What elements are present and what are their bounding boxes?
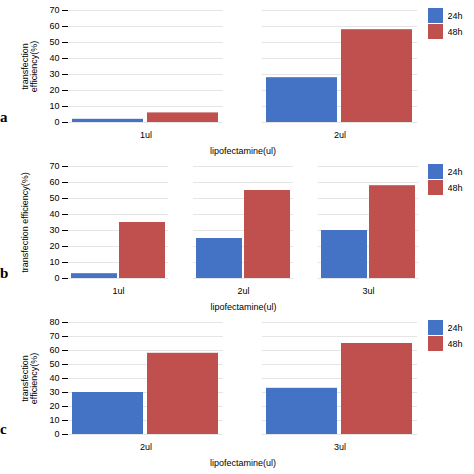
svg-text:transfectionefficiency(%): transfectionefficiency(%) [20,41,39,92]
html-text:48h: 48h [447,26,463,37]
html-text:b: b [0,265,9,281]
svg-text:30: 30 [49,225,59,235]
svg-text:50: 50 [49,37,59,47]
svg-text:30: 30 [49,69,59,79]
svg-text:lipofectamine(ul): lipofectamine(ul) [210,146,276,156]
svg-text:transfection efficiency(%): transfection efficiency(%) [20,172,30,272]
svg-text:80: 80 [49,317,59,327]
svg-text:2ul: 2ul [334,130,346,140]
svg-text:70: 70 [49,5,59,15]
svg-text:2ul: 2ul [237,286,249,296]
svg-text:3ul: 3ul [334,442,346,452]
svg-text:60: 60 [49,177,59,187]
html-text:48h: 48h [447,182,463,193]
html-text:48h: 48h [447,338,463,349]
svg-text:10: 10 [49,101,59,111]
svg-text:50: 50 [49,193,59,203]
svg-text:2ul: 2ul [140,442,152,452]
svg-text:20: 20 [49,241,59,251]
svg-text:20: 20 [49,401,59,411]
html-text:24h: 24h [447,322,463,333]
svg-text:60: 60 [49,21,59,31]
svg-text:transfectionefficiency(%): transfectionefficiency(%) [20,353,39,404]
svg-text:70: 70 [49,161,59,171]
svg-text:1ul: 1ul [112,286,124,296]
svg-text:40: 40 [49,53,59,63]
html-text:a: a [0,109,8,125]
svg-text:lipofectamine(ul): lipofectamine(ul) [210,302,276,312]
html-text:24h: 24h [447,10,463,21]
svg-text:60: 60 [49,345,59,355]
svg-text:10: 10 [49,257,59,267]
svg-text:40: 40 [49,373,59,383]
svg-text:0: 0 [54,117,59,127]
html-text:24h: 24h [447,166,463,177]
svg-text:lipofectamine(ul): lipofectamine(ul) [210,458,276,468]
svg-text:10: 10 [49,415,59,425]
svg-text:0: 0 [54,273,59,283]
svg-text:70: 70 [49,331,59,341]
svg-text:1ul: 1ul [140,130,152,140]
svg-text:3ul: 3ul [362,286,374,296]
html-text:c: c [0,421,7,437]
svg-text:20: 20 [49,85,59,95]
svg-text:40: 40 [49,209,59,219]
svg-text:50: 50 [49,359,59,369]
svg-text:0: 0 [54,429,59,439]
svg-text:30: 30 [49,387,59,397]
